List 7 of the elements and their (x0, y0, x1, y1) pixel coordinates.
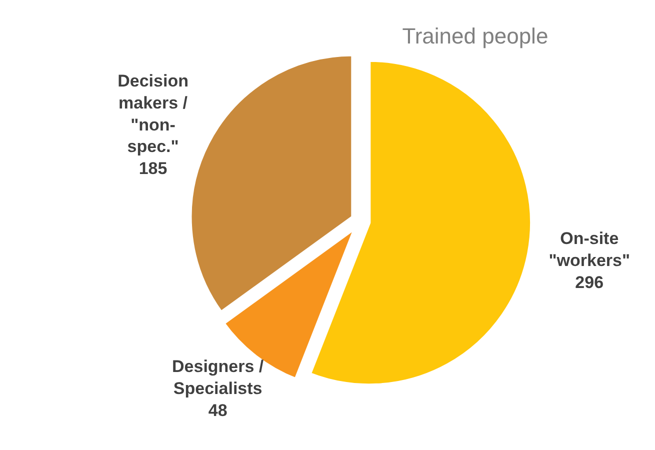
slice-label: Designers / Specialists (172, 357, 264, 398)
data-label: 48 (208, 400, 228, 420)
data-label: 296 (575, 272, 604, 292)
slice-label: Decision makers / "non- spec." (118, 72, 188, 156)
slice-label: On-site "workers" (548, 229, 630, 270)
data-label: 185 (138, 158, 168, 178)
chart-title: Trained people (402, 23, 548, 48)
